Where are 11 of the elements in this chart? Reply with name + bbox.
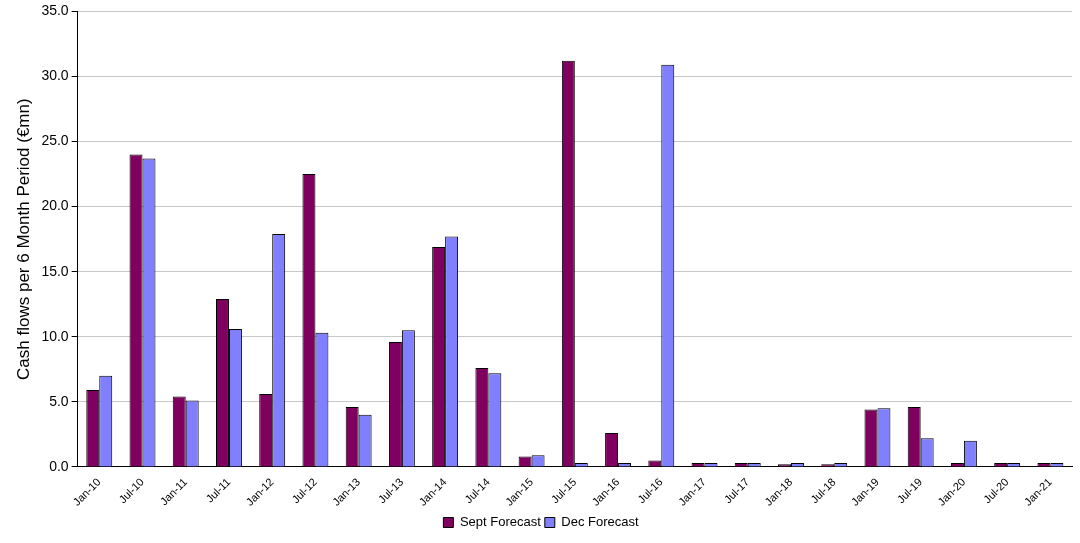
legend-label: Sept Forecast — [459, 514, 542, 530]
y-tick-label: 20.0 — [41, 197, 69, 214]
y-tick-label: 5.0 — [49, 392, 69, 409]
y-tick-label: 25.0 — [41, 132, 69, 149]
y-tick-label: 30.0 — [41, 67, 69, 84]
y-tick-label: 0.0 — [49, 457, 69, 474]
legend-label: Dec Forecast — [561, 514, 639, 530]
y-axis-title: Cash flows per 6 Month Period (€mn) — [13, 98, 33, 380]
y-tick-label: 10.0 — [41, 327, 69, 344]
y-tick-label: 35.0 — [41, 2, 69, 19]
y-tick-label: 15.0 — [41, 262, 69, 279]
